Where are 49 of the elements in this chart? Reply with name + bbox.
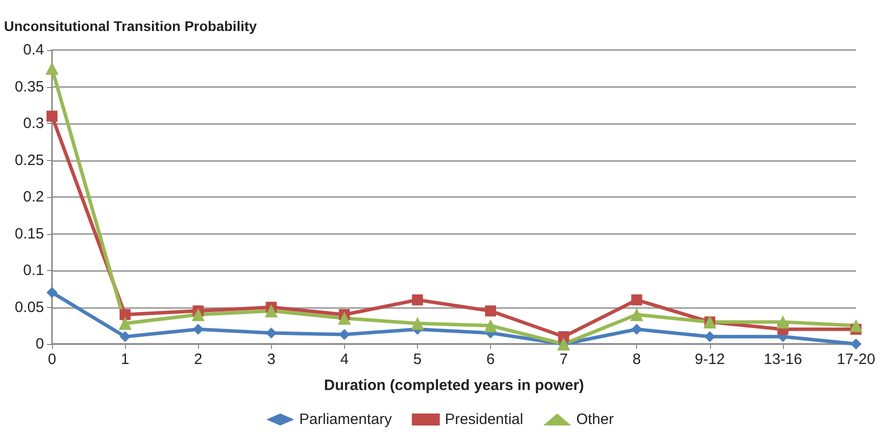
- point: [264, 304, 278, 318]
- point: [484, 319, 498, 332]
- point: [630, 308, 644, 322]
- x-tick-label: 4: [340, 351, 349, 368]
- point: [266, 327, 277, 338]
- y-tick-label: 0: [36, 336, 44, 352]
- point: [410, 316, 424, 330]
- y-tick-label: 0.15: [14, 225, 44, 242]
- legend-label: Presidential: [444, 411, 524, 428]
- x-tick-label: 9-12: [694, 351, 725, 368]
- x-axis-title: Duration (completed years in power): [324, 377, 584, 394]
- point: [850, 319, 862, 332]
- point: [192, 324, 204, 335]
- legend-label: Other: [576, 411, 614, 428]
- x-tick-label: 13-16: [764, 351, 802, 368]
- x-tick-label: 1: [120, 351, 130, 368]
- y-tick-label: 0.2: [23, 188, 44, 206]
- point: [338, 312, 351, 325]
- point: [631, 324, 642, 335]
- point: [46, 62, 58, 75]
- y-tick-label: 0.4: [23, 42, 44, 58]
- y-tick-label: 0.25: [14, 152, 44, 169]
- y-tick-label: 0.3: [23, 115, 44, 132]
- y-tick-label: 0.35: [14, 78, 44, 96]
- point: [192, 308, 205, 322]
- point: [485, 305, 496, 316]
- point: [776, 315, 790, 328]
- x-tick-label: 6: [486, 351, 495, 368]
- point: [558, 331, 570, 342]
- y-axis-title: Unconsitutional Transition Probability: [4, 18, 258, 34]
- legend-label: Parliamentary: [299, 411, 392, 428]
- x-tick-label: 0: [48, 351, 56, 368]
- point: [120, 309, 131, 320]
- point: [631, 294, 642, 306]
- point: [120, 331, 131, 342]
- x-tick-label: 7: [559, 351, 568, 368]
- y-tick-label: 0.1: [23, 262, 44, 279]
- point: [46, 110, 58, 122]
- point: [704, 331, 716, 342]
- x-tick-label: 8: [632, 351, 641, 368]
- point: [118, 316, 132, 330]
- y-tick-label: 0.05: [14, 298, 44, 316]
- point: [412, 294, 423, 306]
- x-tick-label: 5: [413, 351, 422, 368]
- x-tick-label: 17-20: [836, 351, 876, 368]
- x-tick-label: 2: [194, 351, 202, 368]
- x-tick-label: 3: [267, 351, 276, 368]
- point: [46, 287, 58, 298]
- point: [850, 338, 862, 350]
